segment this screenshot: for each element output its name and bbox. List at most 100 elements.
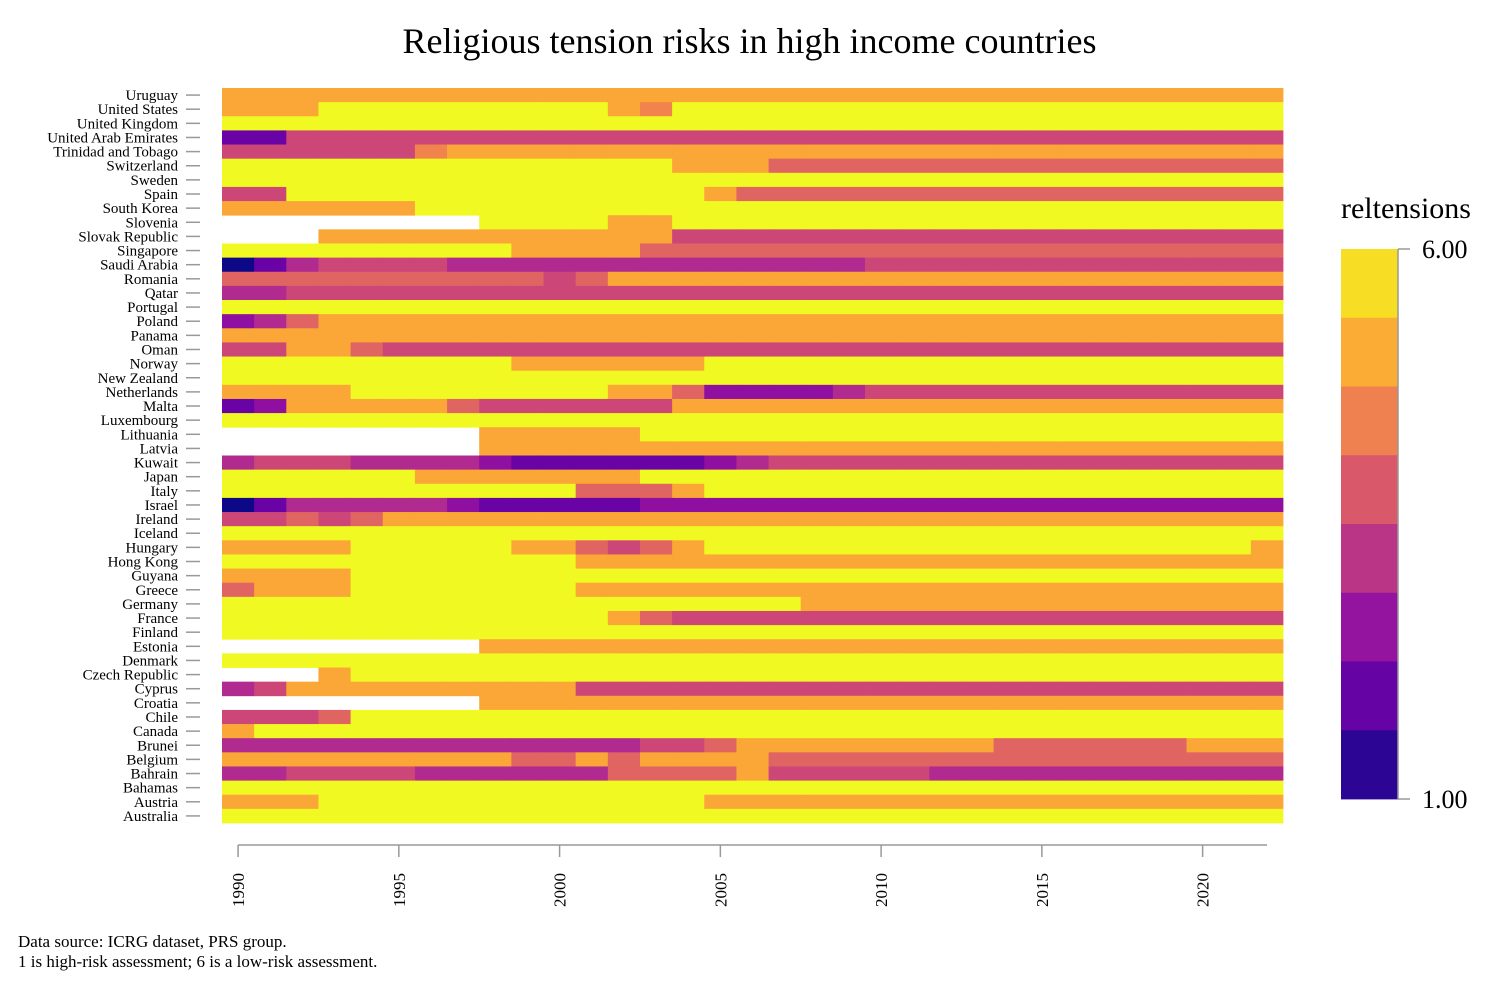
y-label-united-states: United States [98,102,179,118]
heatmap-cell-iceland-1993 [318,526,351,541]
heatmap-cell-cyprus-2013 [961,681,995,697]
heatmap-cell-norway-2017 [1090,356,1123,372]
heatmap-cell-israel-2002 [607,497,641,513]
heatmap-cell-portugal-2017 [1090,300,1123,315]
heatmap-cell-panama-2022 [1250,328,1284,343]
heatmap-cell-south-korea-2011 [897,201,930,216]
heatmap-cell-uruguay-2016 [1057,88,1091,103]
y-label-luxembourg: Luxembourg [101,413,179,429]
heatmap-cell-hungary-2008 [800,540,834,555]
heatmap-cell-canada-2018 [1122,724,1155,739]
heatmap-cell-qatar-2007 [768,285,802,301]
y-label-panama: Panama [131,328,179,344]
heatmap-cell-guyana-2007 [768,568,802,584]
heatmap-cell-saudi-arabia-2000 [543,257,577,273]
heatmap-cell-switzerland-2022 [1250,158,1284,174]
heatmap-cell-japan-2022 [1250,469,1284,485]
heatmap-cell-oman-1993 [318,342,351,357]
heatmap-cell-sweden-2000 [543,172,577,188]
heatmap-cell-cyprus-2008 [800,681,834,697]
heatmap-cell-israel-2005 [704,497,737,513]
heatmap-cell-new-zealand-2021 [1218,370,1252,386]
heatmap-cell-south-korea-2020 [1186,201,1220,216]
heatmap-cell-united-arab-emirates-2018 [1122,130,1155,145]
heatmap-cell-panama-2001 [575,328,609,343]
heatmap-cell-canada-1999 [511,724,544,739]
heatmap-cell-czech-republic-2015 [1025,667,1059,683]
heatmap-cell-trinidad-and-tobago-2022 [1250,144,1284,160]
heatmap-cell-belgium-2005 [704,752,737,767]
heatmap-cell-uruguay-1991 [254,88,287,103]
heatmap-cell-united-states-2017 [1090,102,1123,117]
heatmap-cell-australia-2004 [672,808,705,824]
heatmap-cell-united-kingdom-2010 [865,116,898,131]
heatmap-cell-cyprus-2003 [639,681,673,697]
heatmap-cell-hungary-2017 [1090,540,1123,555]
heatmap-cell-cyprus-1994 [350,681,384,697]
heatmap-cell-hong-kong-1994 [350,554,384,569]
heatmap-cell-guyana-2003 [639,568,673,584]
heatmap-cell-brunei-2004 [672,738,705,753]
heatmap-cell-latvia-2020 [1186,441,1220,456]
heatmap-cell-belgium-1999 [511,752,544,767]
heatmap-cell-netherlands-2006 [736,384,769,400]
heatmap-cell-germany-1995 [382,596,416,612]
heatmap-cell-malta-2022 [1250,398,1284,414]
heatmap-cell-qatar-2014 [993,285,1027,301]
heatmap-cell-spain-2014 [993,186,1027,202]
heatmap-cell-united-arab-emirates-2008 [800,130,834,145]
heatmap-cell-brunei-1996 [414,738,448,753]
heatmap-cell-slovak-republic-1996 [414,229,448,244]
heatmap-cell-france-1991 [254,610,287,626]
heatmap-cell-south-korea-2021 [1218,201,1252,216]
heatmap-cell-israel-1998 [479,497,512,513]
heatmap-cell-czech-republic-2017 [1090,667,1123,683]
heatmap-cell-bahamas-2008 [800,780,834,796]
heatmap-cell-belgium-2001 [575,752,609,767]
heatmap-cell-spain-2000 [543,186,577,202]
heatmap-cell-new-zealand-1994 [350,370,384,386]
heatmap-cell-slovak-republic-2022 [1250,229,1284,244]
heatmap-cell-hungary-2000 [543,540,577,555]
heatmap-cell-canada-2021 [1218,724,1252,739]
heatmap-cell-brunei-2019 [1154,738,1187,753]
heatmap-cell-denmark-2009 [832,653,866,668]
heatmap-cell-greece-2021 [1218,582,1252,598]
heatmap-cell-united-kingdom-2018 [1122,116,1155,131]
heatmap-cell-netherlands-1999 [511,384,544,400]
heatmap-cell-brunei-2020 [1186,738,1220,753]
heatmap-cell-guyana-2017 [1090,568,1123,584]
heatmap-cell-france-2020 [1186,610,1220,626]
heatmap-cell-portugal-2005 [704,300,737,315]
heatmap-cell-switzerland-2005 [704,158,737,174]
heatmap-cell-estonia-2022 [1250,639,1284,654]
heatmap-cell-romania-2007 [768,271,802,287]
heatmap-cell-uruguay-2002 [607,88,641,103]
heatmap-cell-latvia-2005 [704,441,737,456]
heatmap-cell-cyprus-2007 [768,681,802,697]
heatmap-cell-australia-2003 [639,808,673,824]
heatmap-cell-denmark-2000 [543,653,577,668]
heatmap-cell-finland-2002 [607,625,641,640]
heatmap-cell-poland-2013 [961,314,995,329]
heatmap-cell-brunei-2017 [1090,738,1123,753]
heatmap-cell-oman-1997 [447,342,480,357]
heatmap-cell-iceland-2006 [736,526,769,541]
heatmap-cell-oman-2020 [1186,342,1220,357]
heatmap-cell-united-states-1999 [511,102,544,117]
heatmap-cell-belgium-2002 [607,752,641,767]
heatmap-cell-lithuania-2018 [1122,427,1155,442]
heatmap-cell-luxembourg-2001 [575,413,609,428]
heatmap-cell-japan-2004 [672,469,705,485]
heatmap-cell-greece-2015 [1025,582,1059,598]
heatmap-cell-united-states-1994 [350,102,384,117]
heatmap-cell-united-kingdom-1996 [414,116,448,131]
heatmap-cell-netherlands-1998 [479,384,512,400]
heatmap-cell-kuwait-1999 [511,455,544,471]
heatmap-cell-italy-2003 [639,483,673,499]
heatmap-cell-united-states-2013 [961,102,995,117]
heatmap-cell-sweden-1999 [511,172,544,188]
heatmap-cell-south-korea-1995 [382,201,416,216]
heatmap-cell-norway-1998 [479,356,512,372]
heatmap-cell-croatia-2004 [672,695,705,711]
